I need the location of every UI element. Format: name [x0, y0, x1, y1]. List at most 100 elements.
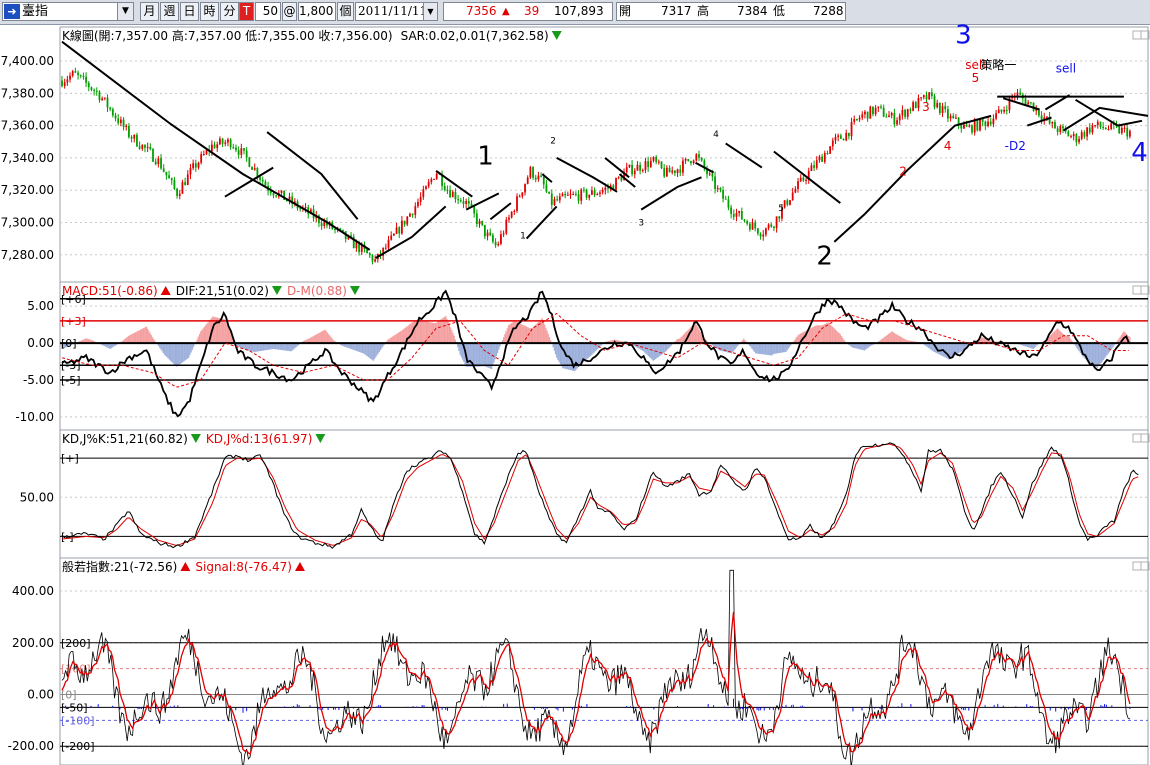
candle-up — [896, 120, 898, 125]
candle-up — [227, 139, 229, 143]
candle-up — [157, 158, 160, 165]
trendline — [465, 192, 500, 211]
candle-up — [1129, 130, 1131, 137]
candle-down — [1067, 131, 1070, 137]
candle-down — [574, 194, 577, 196]
chevron-down-icon[interactable]: ▼ — [117, 3, 133, 20]
candle-down — [639, 164, 642, 171]
panel-frame — [59, 557, 1149, 765]
candle-down — [128, 125, 130, 138]
candle-down — [285, 200, 288, 202]
candle-up — [71, 71, 74, 76]
trendline — [1044, 94, 1071, 111]
annotation-label: 3 — [638, 219, 644, 229]
macd-panel: 5.000.00-5.00-10.00[+6][+3][0][-3][-5]MA… — [15, 281, 1150, 431]
up-triangle-icon — [160, 286, 171, 295]
candle-up — [716, 187, 719, 190]
candle-down — [556, 199, 559, 201]
signal-line — [61, 611, 1131, 756]
y-tick-label: 0.00 — [27, 336, 54, 350]
candle-down — [483, 225, 486, 237]
panel-frame — [59, 281, 1149, 431]
period-week-button[interactable]: 週 — [160, 2, 179, 21]
candle-down — [194, 163, 197, 168]
candle-down — [173, 180, 176, 189]
size-input[interactable]: 1,800 — [298, 2, 336, 21]
candle-up — [735, 212, 738, 217]
trendline — [773, 150, 841, 204]
candle-down — [778, 216, 781, 219]
period-hour-button[interactable]: 時 — [200, 2, 219, 21]
candle-down — [748, 223, 751, 230]
candle-up — [526, 177, 529, 184]
candle-up — [799, 177, 802, 182]
candle-down — [839, 135, 842, 139]
candle-down — [152, 149, 154, 162]
candle-down — [612, 185, 615, 190]
price-title: K線圖(開:7,357.00 高:7,357.00 低:7,355.00 收:7… — [62, 28, 393, 43]
candle-up — [224, 142, 227, 144]
candle-up — [649, 160, 652, 168]
candle-up — [497, 243, 500, 246]
candle-down — [698, 154, 700, 158]
symbol-select[interactable]: ➜ 臺指 ▼ — [2, 2, 134, 21]
candle-down — [261, 179, 264, 182]
candle-up — [1016, 92, 1019, 96]
candle-down — [583, 189, 585, 191]
candle-down — [473, 206, 476, 214]
candle-down — [550, 193, 553, 205]
level-label: [-50] — [61, 701, 88, 714]
volume-value: 107,893 — [554, 4, 604, 18]
up-triangle-icon — [180, 562, 191, 571]
candle-down — [443, 186, 446, 190]
candle-up — [521, 192, 524, 197]
annotation-label: -D2 — [1005, 139, 1026, 153]
open-label: 開 — [619, 4, 632, 18]
candle-down — [724, 198, 727, 200]
candle-up — [1096, 121, 1099, 126]
candle-up — [1051, 122, 1054, 124]
candle-up — [486, 232, 489, 237]
candle-up — [1043, 117, 1046, 121]
period-month-button[interactable]: 月 — [140, 2, 159, 21]
annotation-label: 3 — [955, 24, 972, 50]
candle-up — [968, 125, 971, 127]
candle-down — [467, 201, 470, 204]
candle-down — [711, 173, 714, 177]
candle-up — [997, 109, 1000, 114]
dif-line — [61, 289, 1130, 418]
candle-up — [181, 182, 184, 194]
candle-up — [1072, 134, 1075, 137]
candle-down — [585, 189, 588, 198]
tick-button[interactable]: T — [239, 2, 254, 21]
date-select[interactable]: 2011/11/11 ▼ — [355, 2, 438, 21]
candle-down — [457, 199, 460, 201]
trendline — [640, 176, 702, 211]
candle-up — [430, 179, 433, 183]
y-tick-label: 50.00 — [20, 490, 54, 504]
candle-down — [106, 97, 109, 108]
candle-up — [941, 106, 944, 114]
candle-up — [920, 97, 923, 99]
candle-down — [1104, 127, 1107, 130]
candle-up — [912, 102, 915, 111]
count-input[interactable]: 50 — [255, 2, 281, 21]
candle-down — [914, 102, 917, 109]
candle-down — [144, 144, 146, 148]
candle-down — [184, 182, 187, 185]
period-day-button[interactable]: 日 — [180, 2, 199, 21]
candle-down — [842, 138, 845, 141]
chevron-down-icon[interactable]: ▼ — [423, 3, 437, 20]
candle-down — [909, 109, 912, 111]
candle-up — [628, 164, 631, 168]
trendline — [375, 205, 447, 259]
candle-up — [478, 220, 481, 224]
candle-up — [524, 183, 526, 193]
trendline — [435, 169, 473, 198]
candle-down — [847, 132, 850, 137]
y-tick-label: 5.00 — [27, 299, 54, 313]
period-minute-button[interactable]: 分 — [220, 2, 239, 21]
candle-down — [947, 109, 949, 119]
candle-up — [133, 134, 136, 139]
candle-down — [542, 176, 545, 185]
